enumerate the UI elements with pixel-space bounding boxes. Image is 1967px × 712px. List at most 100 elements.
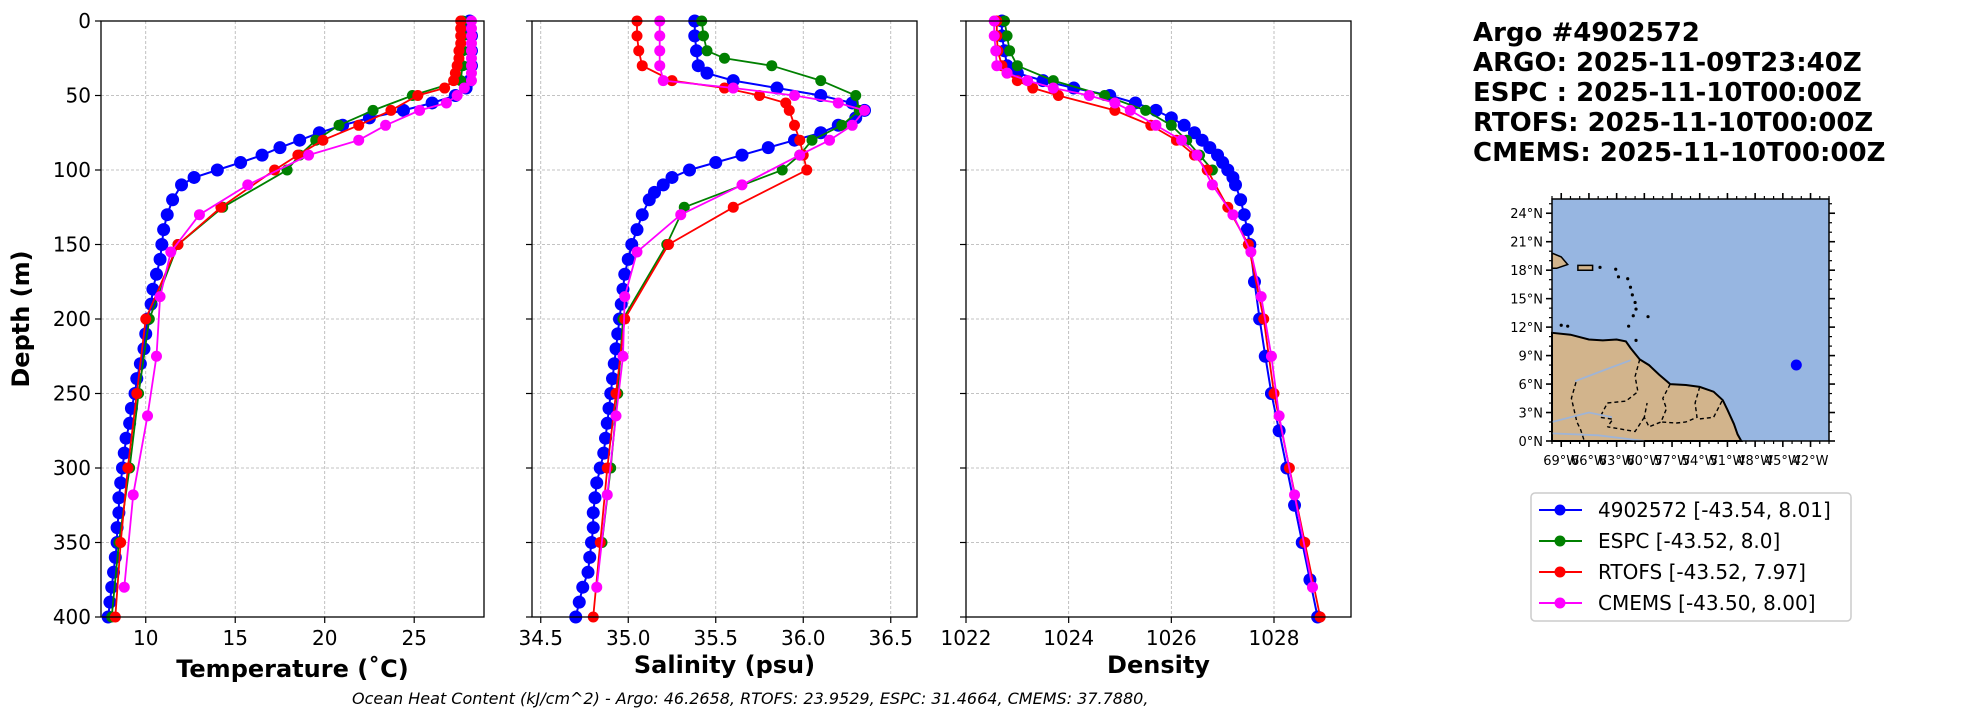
data-point-cmems (193, 209, 205, 221)
legend-label: 4902572 [-43.54, 8.01] (1598, 498, 1831, 522)
map-lon-label: 69°W (1543, 454, 1579, 469)
data-point-cmems (789, 90, 800, 101)
data-point-argo (586, 521, 600, 535)
data-point-argo (700, 66, 714, 80)
data-point-rtofs (633, 45, 645, 57)
legend-label: ESPC [-43.52, 8.0] (1598, 529, 1780, 553)
data-point-cmems (414, 104, 426, 116)
x-tick-label: 20 (312, 626, 337, 650)
profile-panel-1: 0 50 100 150 200 250 300 350 400 10 15 20 25 Temperat… (7, 9, 485, 683)
data-point-cmems (619, 291, 631, 303)
island-marker (1559, 323, 1563, 327)
island-marker (1630, 293, 1634, 297)
data-point-cmems (675, 209, 687, 221)
legend-box (1530, 492, 1852, 622)
data-point-espc (1165, 119, 1177, 131)
data-point-espc (1001, 30, 1013, 42)
data-point-cmems (1150, 119, 1162, 131)
data-point-rtofs (439, 82, 451, 94)
data-point-argo (234, 156, 248, 170)
data-point-cmems (610, 410, 622, 422)
data-point-cmems (654, 45, 666, 57)
x-tick-label: 36.5 (868, 626, 913, 650)
data-point-espc (333, 119, 345, 131)
data-point-argo (607, 357, 621, 371)
data-point-argo (588, 491, 602, 505)
data-point-argo (581, 565, 595, 579)
data-point-espc (1004, 45, 1016, 57)
data-point-cmems (118, 581, 130, 593)
map-lat-label: 18°N (1510, 264, 1543, 279)
land-puerto-rico (1577, 264, 1594, 271)
data-point-cmems (142, 410, 154, 422)
data-point-rtofs (385, 104, 397, 116)
x-tick-label: 35.5 (693, 626, 738, 650)
island-marker (1627, 324, 1631, 328)
info-line: Argo #4902572 (1473, 18, 1700, 48)
data-point-rtofs (754, 90, 765, 101)
data-point-cmems (303, 149, 315, 161)
data-point-cmems (242, 179, 254, 191)
island-marker (1633, 300, 1637, 305)
y-tick-label: 400 (53, 605, 91, 629)
data-point-argo (600, 416, 614, 430)
data-point-cmems (631, 246, 643, 258)
data-point-argo (630, 223, 644, 237)
data-point-argo (586, 506, 600, 520)
data-point-cmems (451, 90, 463, 101)
ocean-heat-content-footer: Ocean Heat Content (kJ/cm^2) - Argo: 46.… (352, 689, 1148, 708)
legend-label: RTOFS [-43.52, 7.97] (1598, 560, 1806, 584)
data-point-argo (606, 372, 619, 386)
island-marker (1628, 285, 1633, 289)
x-tick-label: 36.0 (781, 626, 826, 650)
data-point-cmems (988, 30, 1000, 42)
x-tick-label: 1028 (1249, 626, 1300, 650)
data-point-rtofs (801, 164, 813, 176)
info-line: ESPC : 2025-11-10T00:00Z (1473, 78, 1862, 108)
data-point-cmems (601, 489, 613, 501)
data-point-argo (119, 431, 133, 445)
data-point-cmems (1176, 134, 1188, 146)
map-lat-label: 9°N (1519, 350, 1544, 365)
map-lat-label: 3°N (1519, 407, 1544, 422)
data-point-rtofs (353, 119, 365, 131)
data-point-cmems (1206, 179, 1218, 191)
data-point-cmems (150, 350, 162, 362)
river (1551, 432, 1645, 442)
data-point-cmems (859, 104, 870, 116)
legend-marker-rtofs (1554, 566, 1566, 578)
float-position-marker (1790, 359, 1802, 371)
data-point-argo (635, 208, 649, 222)
series-line-cmems (595, 21, 867, 588)
info-line: RTOFS: 2025-11-10T00:00Z (1473, 108, 1873, 138)
data-point-argo (146, 282, 160, 296)
data-point-rtofs (215, 201, 227, 213)
island-marker (1616, 275, 1621, 279)
data-point-argo (683, 163, 696, 177)
data-point-cmems (1022, 75, 1034, 87)
x-tick-label: 15 (223, 626, 248, 650)
island-marker (1566, 324, 1570, 328)
data-point-cmems (1083, 90, 1095, 101)
data-point-cmems (794, 149, 806, 161)
data-point-cmems (736, 179, 748, 191)
data-point-argo (396, 103, 410, 117)
data-point-argo (273, 141, 287, 155)
map-lon-label: 48°W (1737, 454, 1773, 469)
data-point-cmems (440, 97, 452, 109)
data-point-argo (160, 208, 174, 222)
data-point-cmems (1124, 104, 1136, 116)
map-lon-label: 54°W (1682, 454, 1718, 469)
data-point-rtofs (631, 30, 643, 42)
island-marker (1634, 307, 1638, 311)
data-point-argo (618, 267, 632, 281)
legend-marker-argo (1554, 504, 1566, 516)
x-axis-label: Temperature (˚C) (176, 655, 409, 683)
data-point-argo (814, 126, 828, 140)
data-point-cmems (1255, 291, 1267, 303)
x-tick-label: 1024 (1043, 626, 1094, 650)
info-line: CMEMS: 2025-11-10T00:00Z (1473, 138, 1885, 168)
data-point-rtofs (1268, 388, 1280, 399)
data-point-cmems (824, 134, 835, 146)
data-point-cmems (1245, 246, 1257, 258)
